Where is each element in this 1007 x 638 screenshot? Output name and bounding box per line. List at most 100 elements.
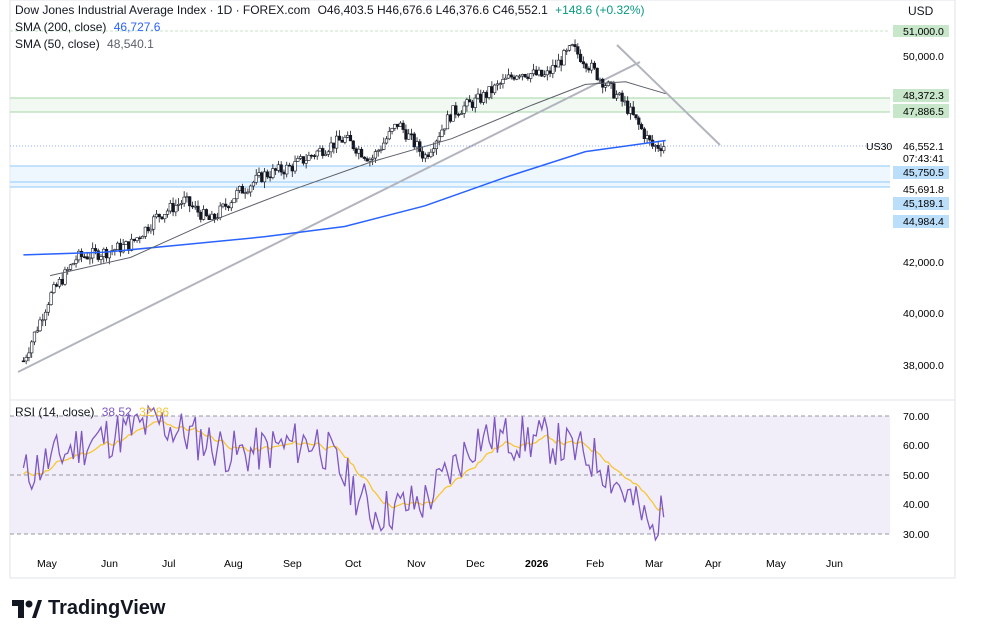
candle-body: [235, 190, 239, 200]
sma200-legend[interactable]: SMA (200, close) 46,727.6: [15, 20, 164, 34]
candle-body: [185, 196, 189, 198]
candle-body: [423, 154, 427, 159]
candle-body: [168, 203, 172, 212]
price-tick-40000: 40,000.0: [903, 308, 944, 320]
candle-body: [221, 203, 225, 207]
candle-body: [310, 154, 314, 157]
candle-body: [60, 279, 64, 285]
candle-body: [343, 136, 347, 143]
candle-body: [570, 44, 574, 46]
price-tick-42000: 42,000.0: [903, 257, 944, 269]
candle-body: [143, 226, 147, 237]
rsi-legend[interactable]: RSI (14, close) 38.52 32.86: [15, 405, 173, 419]
candle-body: [407, 133, 411, 140]
candle-body: [470, 101, 475, 108]
candle-body: [565, 49, 569, 52]
rsi-legend-label: RSI (14, close): [15, 405, 95, 419]
candle-body: [648, 135, 652, 141]
candle-body: [268, 176, 272, 179]
candle-body: [346, 135, 350, 138]
level-tag-47886: 47,886.5: [903, 106, 944, 118]
candle-body: [249, 185, 253, 193]
candle-body: [387, 131, 391, 140]
candle-body: [251, 181, 256, 187]
chart-title: Dow Jones Industrial Average Index · 1D …: [15, 3, 311, 17]
candle-body: [662, 146, 666, 152]
level-tag-51000: 51,000.0: [903, 26, 944, 38]
candle-body: [287, 164, 292, 167]
candle-body: [121, 244, 125, 253]
candle-body: [373, 151, 378, 159]
candle-body: [140, 236, 145, 239]
candle-body: [495, 83, 500, 86]
candle-body: [506, 74, 511, 79]
candle-body: [99, 256, 103, 260]
rising-trendline[interactable]: [17, 61, 641, 373]
candle-body: [348, 135, 353, 142]
candle-body: [232, 198, 236, 204]
candle-body: [260, 172, 264, 183]
level-tag-45750-bg: [893, 166, 949, 179]
sma200-legend-label: SMA (200, close): [15, 20, 107, 34]
candle-body: [285, 164, 289, 175]
tradingview-logo[interactable]: TradingView: [12, 597, 165, 620]
candle-body: [210, 213, 214, 221]
level-tag-45750: 45,750.5: [903, 167, 944, 179]
candle-body: [24, 357, 28, 362]
sma50-legend-value: 48,540.1: [107, 37, 154, 51]
chart-header: Dow Jones Industrial Average Index · 1D …: [15, 3, 649, 17]
time-label-apr: Apr: [705, 558, 722, 570]
candle-body: [315, 150, 319, 157]
candle-body: [337, 135, 341, 141]
candle-body: [323, 153, 328, 156]
candle-body: [567, 45, 572, 51]
candle-body: [290, 165, 294, 172]
candle-body: [409, 133, 414, 136]
candle-body: [462, 105, 466, 114]
candle-body: [243, 192, 247, 194]
candle-body: [451, 105, 455, 122]
candle-body: [357, 148, 361, 154]
level-tag-48372: 48,372.3: [903, 90, 944, 102]
rsi-tick-50: 50.00: [903, 470, 929, 482]
candle-body: [46, 304, 50, 313]
candle-body: [179, 202, 183, 205]
candle-body: [598, 78, 602, 81]
symbol-tag: US30: [866, 141, 892, 153]
resistance-zone: [10, 98, 890, 112]
candle-body: [587, 68, 591, 71]
candle-body: [238, 186, 242, 191]
candle-body: [645, 135, 649, 139]
candle-body: [642, 128, 646, 139]
candle-body: [132, 238, 136, 241]
candle-body: [540, 69, 544, 77]
candle-body: [52, 284, 56, 293]
candle-body: [124, 241, 128, 245]
candle-body: [254, 174, 258, 183]
candle-body: [379, 149, 383, 151]
candle-body: [85, 256, 89, 260]
candle-body: [628, 106, 633, 114]
candle-body: [498, 83, 502, 85]
level-tag-48372-bg: [893, 89, 949, 102]
rsi-tick-70: 70.00: [903, 411, 929, 423]
candle-body: [276, 164, 281, 171]
candle-body: [490, 86, 494, 94]
candle-body: [573, 44, 577, 47]
candle-body: [177, 204, 181, 206]
candle-body: [426, 154, 430, 157]
candle-body: [559, 59, 563, 66]
candle-body: [515, 75, 519, 80]
candle-body: [393, 123, 397, 129]
candle-body: [157, 213, 161, 218]
candle-body: [584, 63, 588, 69]
level-tag-45691: 45,691.8: [903, 184, 944, 196]
sma50-legend[interactable]: SMA (50, close) 48,540.1: [15, 37, 158, 51]
candle-body: [135, 237, 139, 241]
candle-body: [526, 76, 530, 79]
support-zone: [10, 166, 890, 187]
candle-body: [66, 269, 70, 271]
candle-body: [368, 159, 372, 162]
falling-trendline[interactable]: [616, 44, 721, 146]
